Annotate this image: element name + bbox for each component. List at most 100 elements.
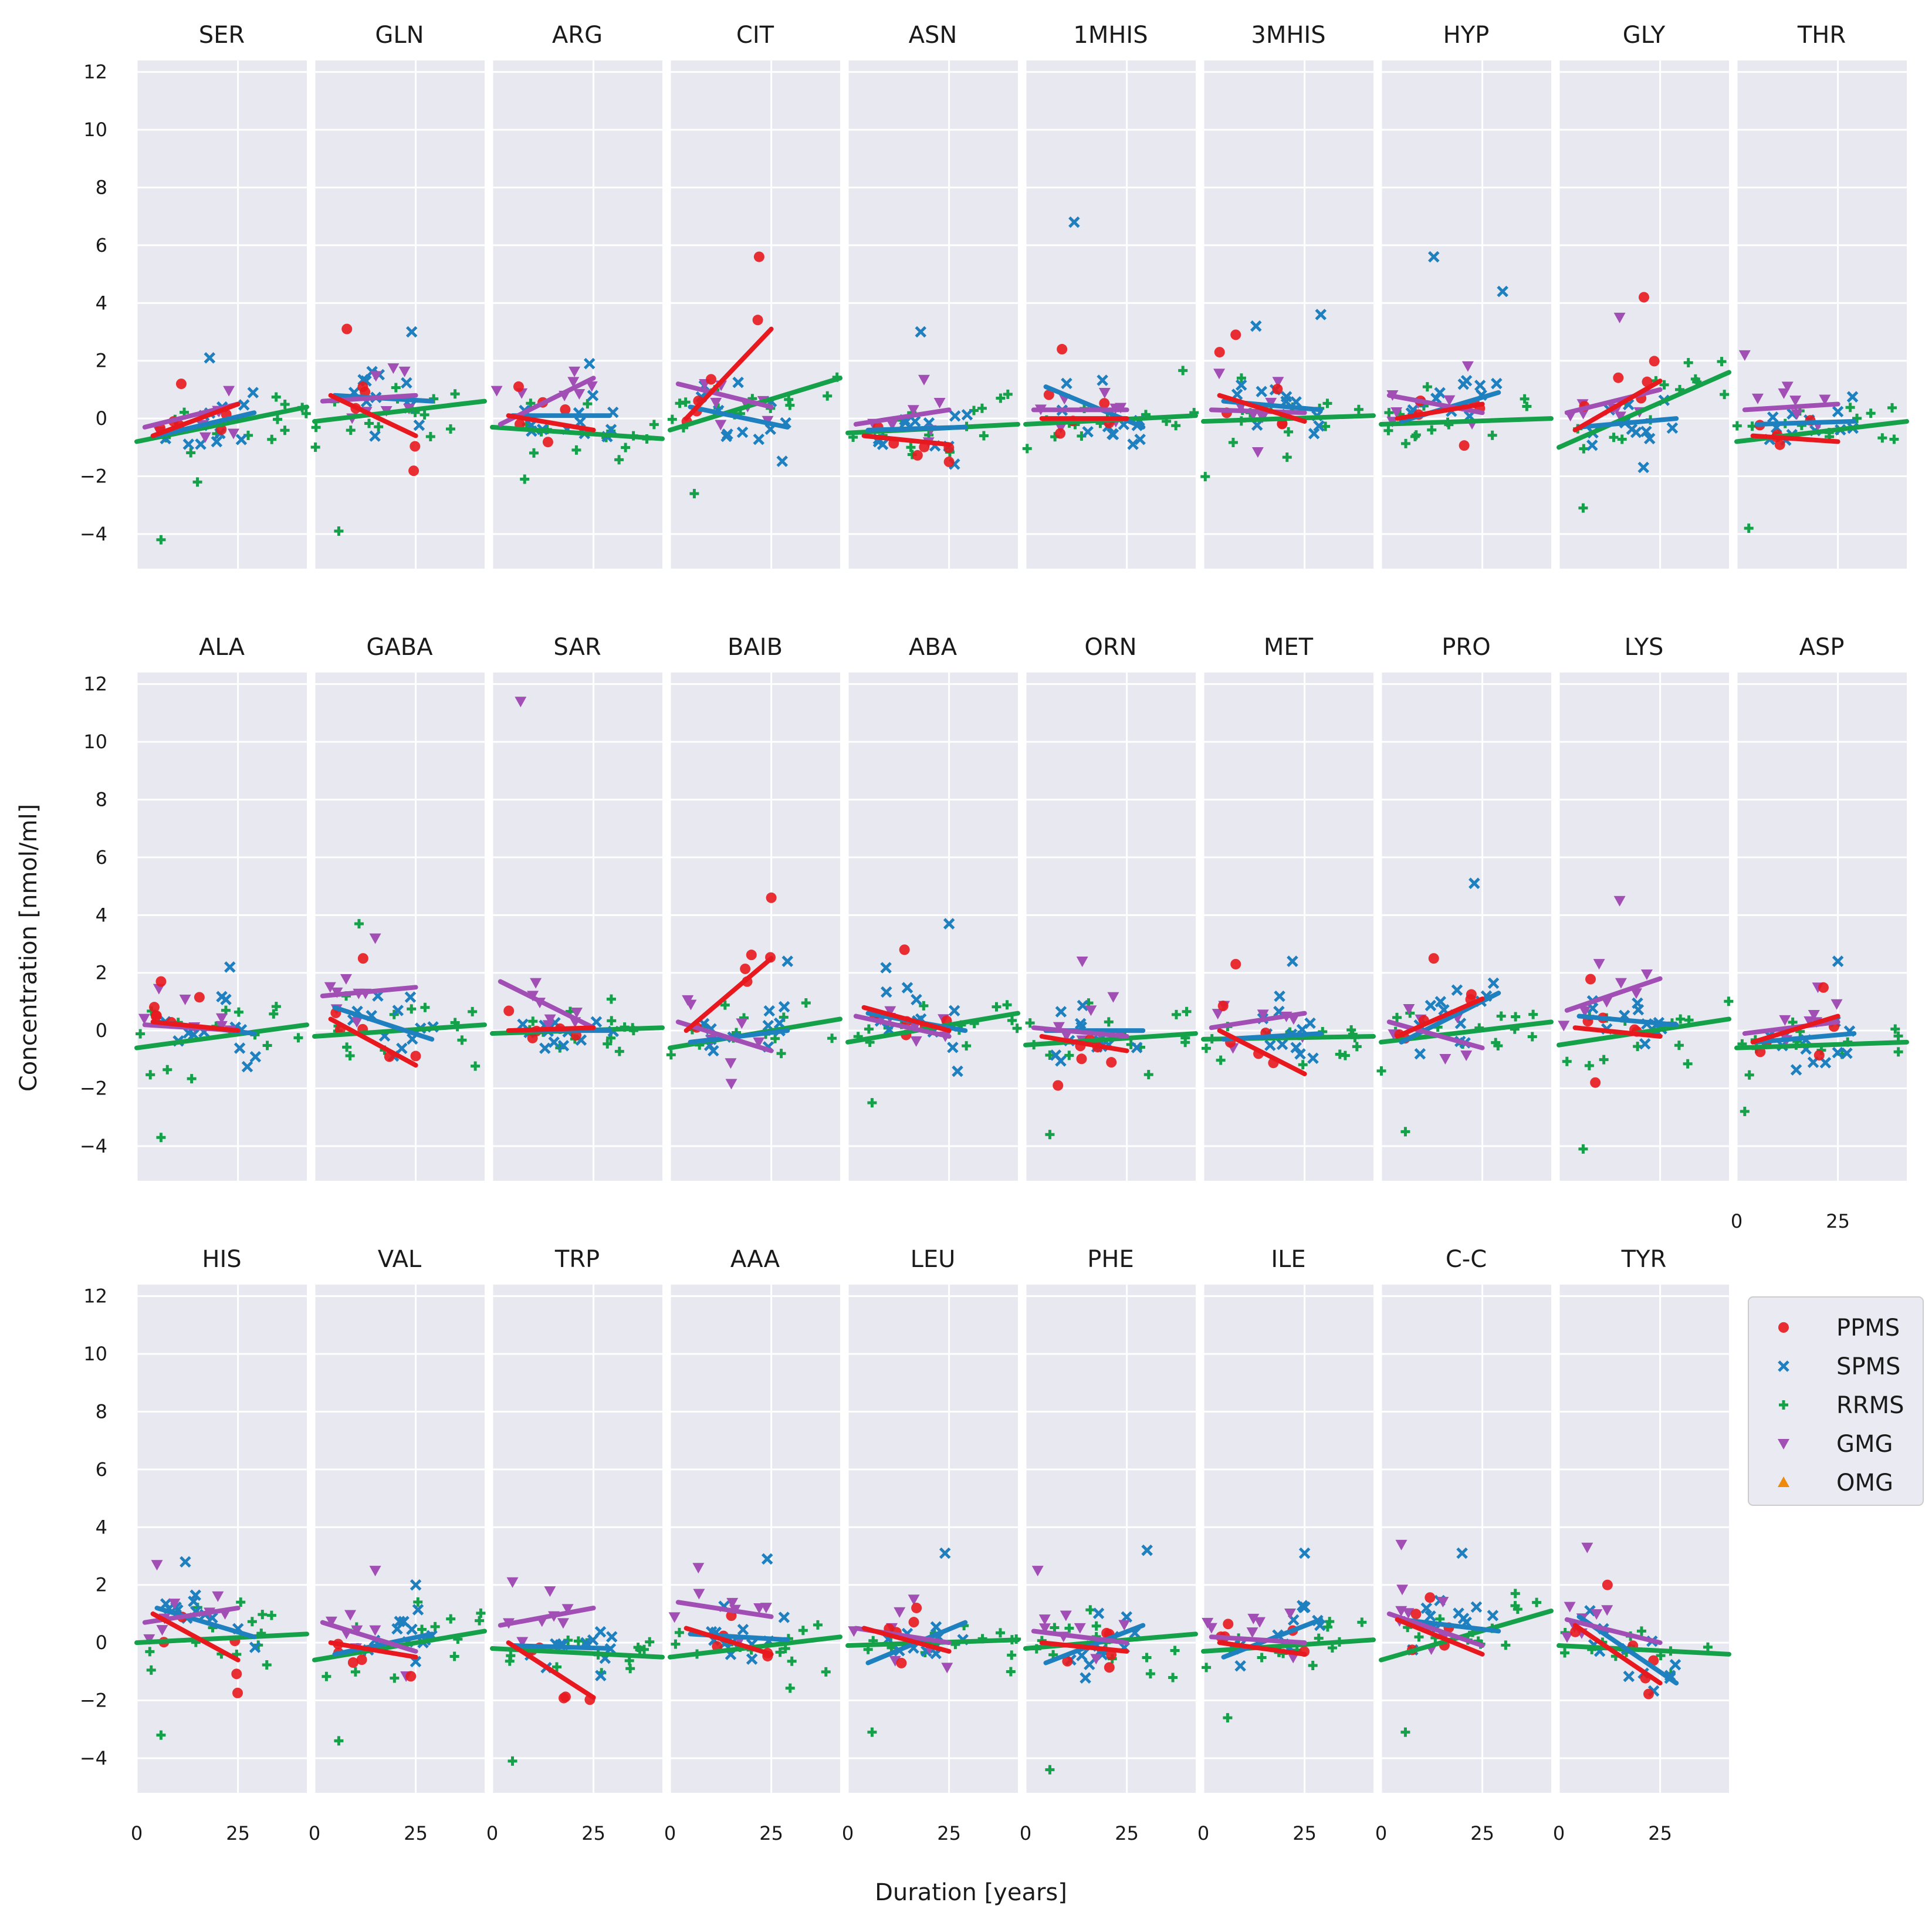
point-rrms [1877,433,1887,443]
point-rrms [1228,437,1238,447]
point-gmg [1614,411,1626,423]
point-rrms [1501,1640,1511,1650]
point-ppms [1217,1001,1229,1012]
point-gmg [1791,409,1803,420]
point-gmg [1439,1054,1451,1065]
point-gmg [908,1594,920,1606]
point-gmg [398,366,411,377]
point-rrms [234,1007,243,1017]
point-spms [1669,1658,1681,1671]
fit-line-ppms [506,1640,596,1700]
point-rrms [1510,1601,1520,1611]
point-rrms [606,994,616,1004]
point-ppms [410,441,421,452]
point-gmg [1564,1602,1576,1613]
point-gmg [941,1663,953,1674]
point-spms [404,991,417,1003]
point-rrms [1045,1050,1055,1060]
point-rrms [425,432,435,442]
point-rrms [311,423,321,433]
point-gmg [692,1563,705,1574]
point-rrms [1007,1015,1017,1025]
fit-line-rrms [312,398,487,424]
point-rrms [1064,1050,1074,1060]
point-ppms [1055,428,1066,439]
point-rrms [374,422,384,432]
fit-line-ppms [328,393,418,438]
point-spms [1434,996,1447,1008]
point-rrms [1401,438,1411,448]
scatter-points [1564,292,1730,513]
point-rrms [614,455,624,465]
point-spms [406,1623,418,1636]
point-rrms [864,1024,874,1034]
point-rrms [271,1002,281,1012]
point-ppms [558,1692,569,1704]
point-gmg [1085,1005,1097,1016]
point-rrms [1683,1059,1693,1069]
point-spms [732,376,744,388]
point-ppms [1590,1077,1601,1088]
point-spms [1420,1602,1433,1614]
panel-title: C-C [1446,1246,1487,1273]
point-spms [1832,1046,1844,1059]
fit-line-ppms [1750,433,1840,444]
point-spms [1315,309,1327,320]
point-gmg [567,377,580,388]
point-spms [1055,1006,1067,1018]
point-ppms [357,381,368,393]
point-spms [1097,374,1108,386]
point-rrms [962,1041,972,1051]
point-rrms [1045,1130,1055,1140]
legend: PPMS SPMS RRMS GMG OMG [1748,1296,1924,1506]
point-gmg [516,1637,529,1648]
panel-thr: THR [1732,22,1909,569]
point-rrms [1724,996,1734,1006]
point-spms [587,1634,599,1646]
point-rrms [280,425,290,435]
point-rrms [269,1009,279,1019]
point-spms [1127,438,1139,450]
panel-c-c: C-C 0 25 [1375,1246,1554,1844]
point-gmg [1808,1010,1820,1021]
point-rrms [1562,1056,1572,1066]
point-rrms [334,526,344,536]
point-rrms [666,1050,676,1060]
fit-line-ppms [328,1016,418,1068]
point-spms [405,326,418,338]
point-spms [1274,990,1285,1002]
y-tick-label: 8 [96,789,107,811]
point-ppms [1639,292,1649,303]
point-spms [753,433,765,445]
point-gmg [1819,394,1831,406]
point-gmg [1558,1021,1570,1032]
point-rrms [334,1736,344,1746]
point-rrms [1744,1070,1754,1080]
point-rrms [1717,357,1727,367]
fit-line-gmg [1386,1019,1485,1050]
point-rrms [1352,1042,1362,1052]
point-rrms [520,474,530,484]
x-tick-label: 0 [1553,1822,1565,1844]
point-rrms [1282,452,1292,462]
panel-background [492,1285,662,1793]
point-rrms [995,1628,1005,1638]
point-spms [1264,1039,1276,1051]
y-tick-label: −4 [80,1747,107,1769]
point-spms [249,1050,262,1063]
point-spms [1491,377,1503,390]
point-rrms [390,1673,400,1683]
y-tick-label: 0 [96,1019,107,1042]
point-spms [1080,1672,1091,1684]
point-ppms [560,404,571,415]
x-tick-label: 0 [1197,1822,1209,1844]
legend-marker-rrms [1779,1400,1788,1410]
point-ppms [912,450,923,461]
point-spms [235,434,248,445]
point-gmg [1778,388,1790,399]
point-spms [557,1040,570,1052]
point-ppms [1053,1080,1064,1091]
point-rrms [1322,1622,1332,1632]
point-rrms [977,403,987,413]
panel-title: GABA [366,634,433,661]
